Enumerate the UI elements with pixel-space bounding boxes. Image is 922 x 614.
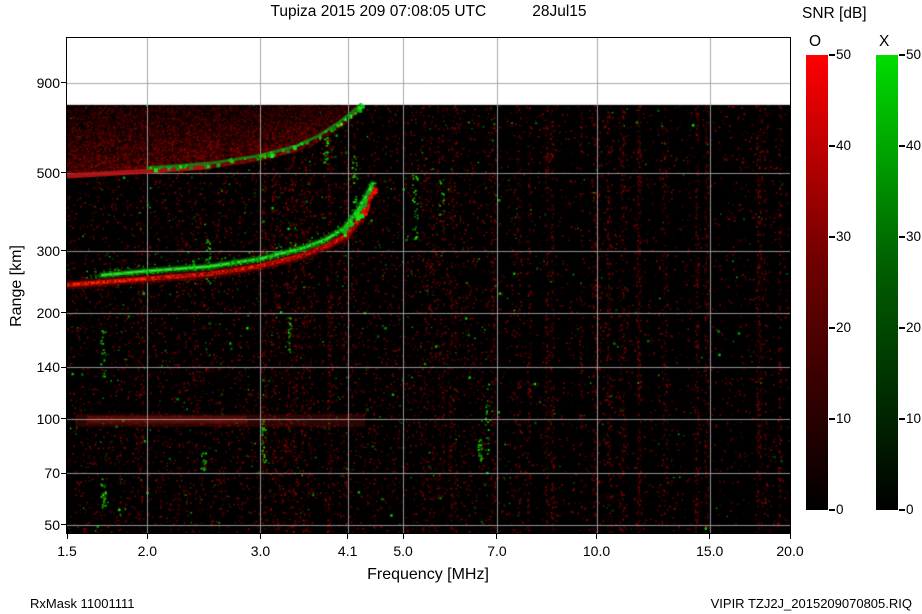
x-tick-mark [347, 534, 349, 539]
x-tick-label: 3.0 [250, 543, 271, 559]
x-tick-label: 15.0 [696, 543, 724, 559]
y-tick-label: 50 [44, 516, 60, 533]
colorbar-tick-mark [899, 327, 905, 329]
y-tick-label: 900 [36, 74, 60, 91]
x-tick-mark [789, 534, 791, 539]
y-tick-label: 140 [36, 359, 60, 376]
plot-area [66, 37, 791, 534]
y-axis-label: Range [km] [8, 245, 25, 327]
x-tick-label: 2.0 [137, 543, 158, 559]
colorbar-tick-label: 30 [906, 229, 922, 244]
colorbar-tick-mark [829, 54, 835, 56]
ionogram-canvas [67, 38, 790, 533]
x-tick-mark [496, 534, 498, 539]
colorbar-tick-label: 40 [906, 138, 922, 153]
colorbar-tick-mark [829, 509, 835, 511]
x-tick-mark [146, 534, 148, 539]
x-tick-mark [709, 534, 711, 539]
y-tick-mark [61, 418, 66, 420]
colorbar-tick-label: 0 [906, 502, 914, 517]
x-tick-label: 7.0 [487, 543, 507, 559]
y-tick-label: 300 [36, 242, 60, 259]
colorbar-tick-mark [829, 327, 835, 329]
x-axis-label: Frequency [MHz] [367, 566, 489, 583]
y-tick-mark [61, 366, 66, 368]
y-tick-mark [61, 250, 66, 252]
colorbar-gradient-x [876, 55, 898, 510]
x-tick-label: 10.0 [582, 543, 611, 559]
colorbar-tick-label: 50 [836, 47, 852, 62]
colorbar-tick-mark [899, 236, 905, 238]
x-tick-mark [596, 534, 598, 539]
colorbar-tick-label: 40 [836, 138, 852, 153]
plot-title: Tupiza 2015 209 07:08:05 UTC [270, 3, 487, 20]
colorbar-tick-label: 50 [906, 47, 922, 62]
colorbar-mode-label-x: X [879, 33, 890, 50]
y-tick-mark [61, 472, 66, 474]
plot-date: 28Jul15 [532, 3, 587, 20]
y-tick-label: 500 [36, 164, 60, 181]
colorbar-gradient-o [806, 55, 828, 510]
x-tick-label: 4.1 [337, 543, 358, 559]
colorbar-tick-mark [899, 54, 905, 56]
y-tick-mark [61, 524, 66, 526]
colorbar-tick-mark [899, 145, 905, 147]
footer-filename: VIPIR TZJ2J_2015209070805.RIQ [710, 596, 912, 611]
x-tick-label: 5.0 [393, 543, 413, 559]
footer-rxmask: RxMask 11001111 [30, 596, 135, 611]
y-tick-mark [61, 312, 66, 314]
x-tick-label: 1.5 [57, 543, 77, 559]
plot-title-row: Tupiza 2015 209 07:08:05 UTC 28Jul15 [67, 3, 790, 21]
x-tick-mark [402, 534, 404, 539]
colorbar-tick-mark [829, 145, 835, 147]
colorbar-tick-label: 0 [836, 502, 844, 517]
x-tick-mark [66, 534, 68, 539]
y-tick-label: 200 [36, 304, 60, 321]
colorbar-title: SNR [dB] [802, 5, 867, 22]
colorbar-tick-label: 10 [906, 411, 922, 426]
colorbar-tick-mark [829, 236, 835, 238]
colorbar-tick-label: 20 [906, 320, 922, 335]
y-tick-mark [61, 82, 66, 84]
colorbar-mode-label-o: O [809, 33, 822, 50]
x-tick-label: 20.0 [776, 543, 804, 559]
colorbar-tick-mark [899, 509, 905, 511]
colorbar-tick-label: 20 [836, 320, 852, 335]
colorbar-tick-label: 10 [836, 411, 852, 426]
y-tick-label: 100 [36, 410, 60, 427]
colorbar-tick-mark [829, 418, 835, 420]
x-tick-mark [259, 534, 261, 539]
colorbar-tick-label: 30 [836, 229, 852, 244]
y-tick-label: 70 [44, 465, 60, 482]
colorbar-tick-mark [899, 418, 905, 420]
y-tick-mark [61, 172, 66, 174]
